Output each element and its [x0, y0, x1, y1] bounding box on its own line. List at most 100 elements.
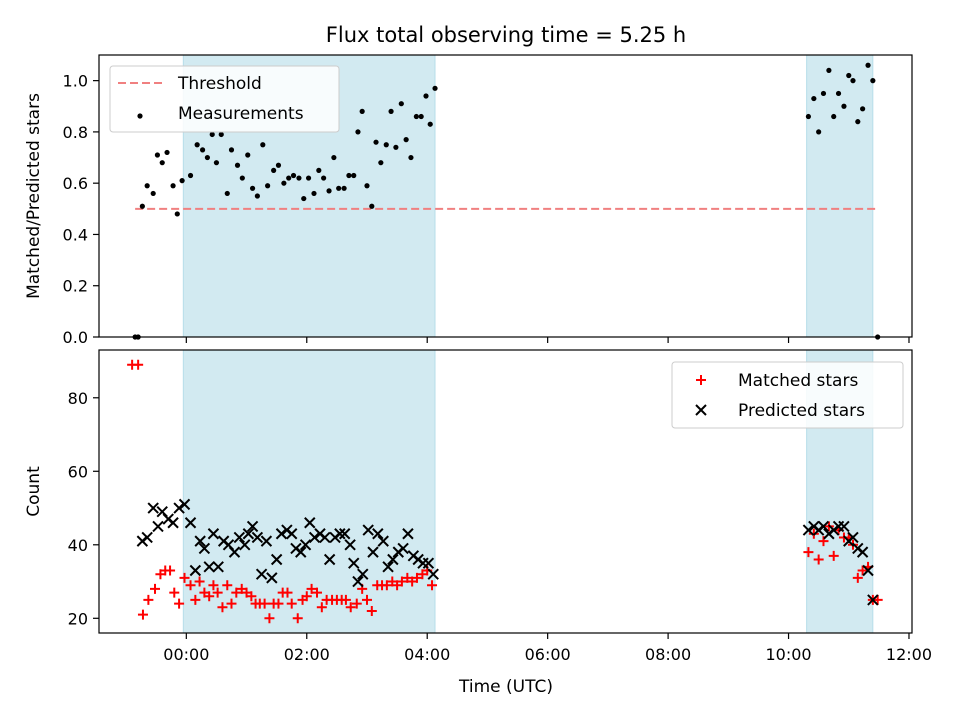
- data-point-0-31: [290, 172, 297, 179]
- data-point-0-20: [226, 598, 237, 609]
- data-point-0-12: [194, 142, 200, 148]
- y-axis-label: Count: [24, 466, 44, 517]
- data-point-1-15: [212, 561, 224, 573]
- data-point-1-50: [382, 561, 394, 573]
- x-tick-label: 02:00: [284, 645, 330, 664]
- data-point-0-23: [249, 185, 256, 191]
- data-point-1-42: [344, 539, 356, 551]
- data-point-0-3: [143, 594, 154, 605]
- data-point-0-55: [396, 576, 407, 587]
- data-point-0-4: [150, 190, 156, 197]
- legend-predicted-label: Predicted stars: [738, 401, 865, 421]
- data-point-0-11: [187, 172, 194, 179]
- data-point-1-51: [387, 553, 399, 566]
- data-point-1-54: [402, 528, 414, 540]
- data-point-0-60: [432, 85, 438, 91]
- data-point-0-73: [865, 62, 871, 68]
- data-point-1-8: [178, 498, 191, 511]
- data-point-1-22: [246, 520, 259, 533]
- data-point-0-29: [281, 180, 287, 186]
- data-point-0-30: [273, 598, 284, 609]
- data-point-1-41: [338, 528, 351, 540]
- x-tick-label: 06:00: [525, 645, 571, 664]
- data-point-0-55: [408, 154, 414, 161]
- data-point-0-44: [355, 129, 361, 135]
- data-point-1-49: [377, 535, 389, 547]
- data-point-1-11: [194, 535, 206, 547]
- data-point-1-10: [189, 564, 202, 577]
- data-point-0-16: [208, 580, 219, 591]
- data-point-0-34: [305, 175, 312, 181]
- data-point-1-69: [847, 531, 859, 544]
- data-point-0-68: [841, 103, 847, 109]
- data-point-0-70: [850, 78, 856, 84]
- x-tick-label: 04:00: [404, 645, 450, 664]
- data-point-1-7: [173, 502, 185, 514]
- data-point-1-71: [856, 546, 869, 558]
- data-point-0-43: [351, 172, 357, 179]
- data-point-0-71: [855, 119, 861, 125]
- data-point-1-27: [270, 553, 283, 566]
- data-point-0-63: [816, 129, 822, 135]
- data-point-1-23: [251, 531, 264, 544]
- legend-predicted-swatch: [695, 404, 707, 416]
- data-point-1-45: [357, 568, 369, 580]
- data-point-0-42: [346, 172, 352, 179]
- data-point-1-53: [397, 542, 409, 555]
- y-tick-label: 0.2: [63, 277, 88, 296]
- data-point-1-40: [334, 528, 346, 540]
- data-point-0-54: [403, 137, 409, 143]
- data-point-1-58: [422, 557, 435, 569]
- data-point-0-25: [260, 142, 266, 148]
- data-point-1-67: [838, 520, 850, 533]
- data-point-1-43: [348, 557, 360, 569]
- data-point-0-48: [373, 139, 379, 145]
- data-point-0-24: [254, 193, 260, 199]
- count-panel: 20 40 60 80 00:00 02:00 04:00 06:00 08:00 10:00 12…: [24, 349, 932, 664]
- data-point-0-9: [174, 211, 180, 217]
- data-point-0-17: [218, 131, 224, 138]
- data-point-0-13: [199, 147, 206, 153]
- data-point-1-35: [308, 531, 321, 544]
- data-point-1-30: [286, 528, 298, 540]
- data-point-1-63: [817, 520, 830, 533]
- data-point-0-22: [245, 152, 251, 158]
- data-point-1-6: [167, 517, 179, 529]
- data-point-0-76: [872, 594, 883, 605]
- data-point-0-7: [164, 149, 170, 156]
- y-tick-label: 1.0: [63, 72, 88, 91]
- data-point-0-67: [828, 550, 839, 561]
- data-point-0-18: [224, 190, 230, 197]
- data-point-1-33: [299, 539, 312, 551]
- data-point-0-34: [292, 613, 303, 624]
- data-point-0-26: [265, 183, 271, 189]
- data-point-0-19: [228, 147, 235, 153]
- data-point-0-49: [366, 605, 377, 616]
- shaded-interval-0: [182, 349, 436, 634]
- data-point-0-11: [185, 580, 196, 591]
- data-point-0-52: [393, 144, 399, 150]
- data-point-0-39: [316, 602, 327, 613]
- data-point-0-48: [361, 594, 372, 605]
- legend-threshold-label: Threshold: [177, 74, 262, 94]
- data-point-0-64: [813, 554, 824, 565]
- data-point-0-65: [826, 67, 832, 73]
- data-point-0-32: [282, 587, 293, 598]
- data-point-1-28: [275, 528, 288, 540]
- data-point-0-17: [212, 587, 223, 598]
- data-point-0-49: [378, 160, 384, 166]
- data-point-0-21: [231, 587, 242, 598]
- data-point-0-62: [811, 95, 817, 102]
- data-point-0-67: [835, 90, 842, 97]
- y-tick-label: 20: [68, 609, 88, 628]
- data-point-0-69: [846, 72, 852, 79]
- data-point-0-66: [831, 113, 837, 120]
- data-point-1-26: [266, 572, 278, 584]
- legend: Threshold Measurements: [109, 65, 340, 133]
- data-point-0-57: [418, 113, 424, 120]
- data-point-0-6: [159, 160, 165, 166]
- data-point-0-24: [246, 591, 257, 602]
- data-point-1-21: [242, 528, 255, 540]
- data-point-0-53: [398, 101, 404, 107]
- data-point-0-44: [340, 594, 351, 605]
